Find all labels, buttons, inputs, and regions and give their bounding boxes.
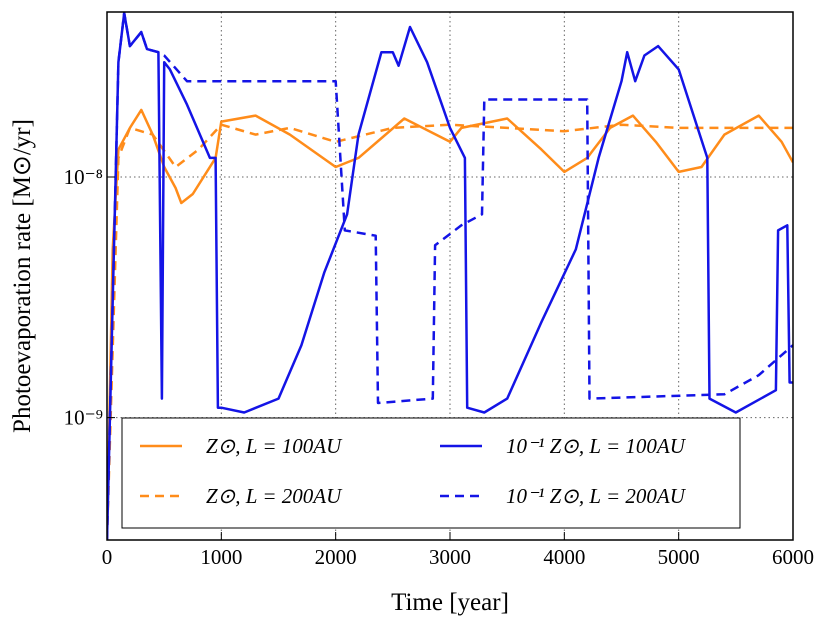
legend-label: 10⁻¹ Z⊙, L = 200AU: [506, 484, 687, 508]
legend-box: [121, 417, 741, 529]
legend: Z⊙, L = 100AU Z⊙, L = 200AU 10⁻¹ Z⊙, L = 1…: [121, 417, 741, 529]
series-line: [107, 123, 793, 540]
x-tick-label: 3000: [429, 545, 471, 569]
legend-label: Z⊙, L = 200AU: [206, 484, 343, 508]
legend-label: Z⊙, L = 100AU: [206, 434, 343, 458]
x-tick-label: 2000: [315, 545, 357, 569]
legend-label: 10⁻¹ Z⊙, L = 100AU: [506, 434, 687, 458]
series-line: [107, 108, 793, 540]
x-tick-label: 1000: [200, 545, 242, 569]
x-tick-label: 6000: [772, 545, 814, 569]
x-tick-label: 5000: [658, 545, 700, 569]
x-tick-label: 0: [102, 545, 113, 569]
y-tick-label: 10⁻⁸: [64, 165, 103, 189]
series-line: [107, 12, 793, 540]
y-tick-label: 10⁻⁹: [64, 406, 103, 430]
y-axis-label: Photoevaporation rate [M⊙/yr]: [9, 119, 36, 433]
series-line: [107, 12, 793, 540]
x-axis-label: Time [year]: [391, 589, 509, 616]
x-tick-label: 4000: [543, 545, 585, 569]
ticks: 0 1000 2000 3000 4000 5000 6000 10⁻⁹ 10⁻⁸: [64, 165, 814, 569]
plot-lines: [107, 12, 793, 540]
